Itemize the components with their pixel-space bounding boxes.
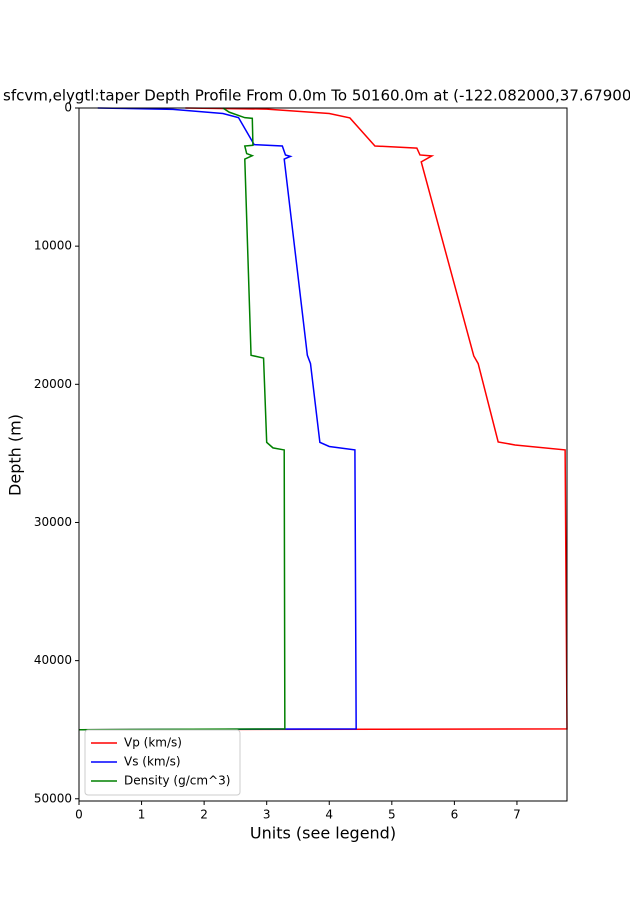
y-tick-label: 30000 (34, 515, 72, 529)
x-tick-label: 4 (325, 808, 333, 822)
x-tick-label: 5 (388, 808, 396, 822)
x-axis-label: Units (see legend) (250, 824, 396, 843)
x-tick-label: 7 (513, 808, 521, 822)
y-tick-label: 50000 (34, 791, 72, 805)
y-tick-label: 40000 (34, 653, 72, 667)
legend-label: Vp (km/s) (124, 736, 182, 750)
series-line (78, 107, 568, 731)
y-tick-label: 0 (64, 101, 72, 115)
plot-area (78, 107, 568, 731)
legend-label: Vs (km/s) (124, 755, 181, 769)
legend-box (84, 729, 241, 796)
x-tick-label: 1 (138, 808, 146, 822)
y-tick-label: 10000 (34, 239, 72, 253)
legend-label: Density (g/cm^3) (124, 774, 230, 788)
x-tick-label: 6 (451, 808, 459, 822)
axes-frame (78, 107, 568, 802)
x-tick-label: 3 (263, 808, 271, 822)
series-line (78, 107, 357, 731)
y-axis-label: Depth (m) (6, 414, 25, 496)
x-tick-label: 0 (75, 808, 83, 822)
chart-title: sfcvm,elygtl:taper Depth Profile From 0.… (3, 87, 630, 105)
series-line (78, 107, 286, 731)
x-tick-label: 2 (200, 808, 208, 822)
y-tick-label: 20000 (34, 377, 72, 391)
